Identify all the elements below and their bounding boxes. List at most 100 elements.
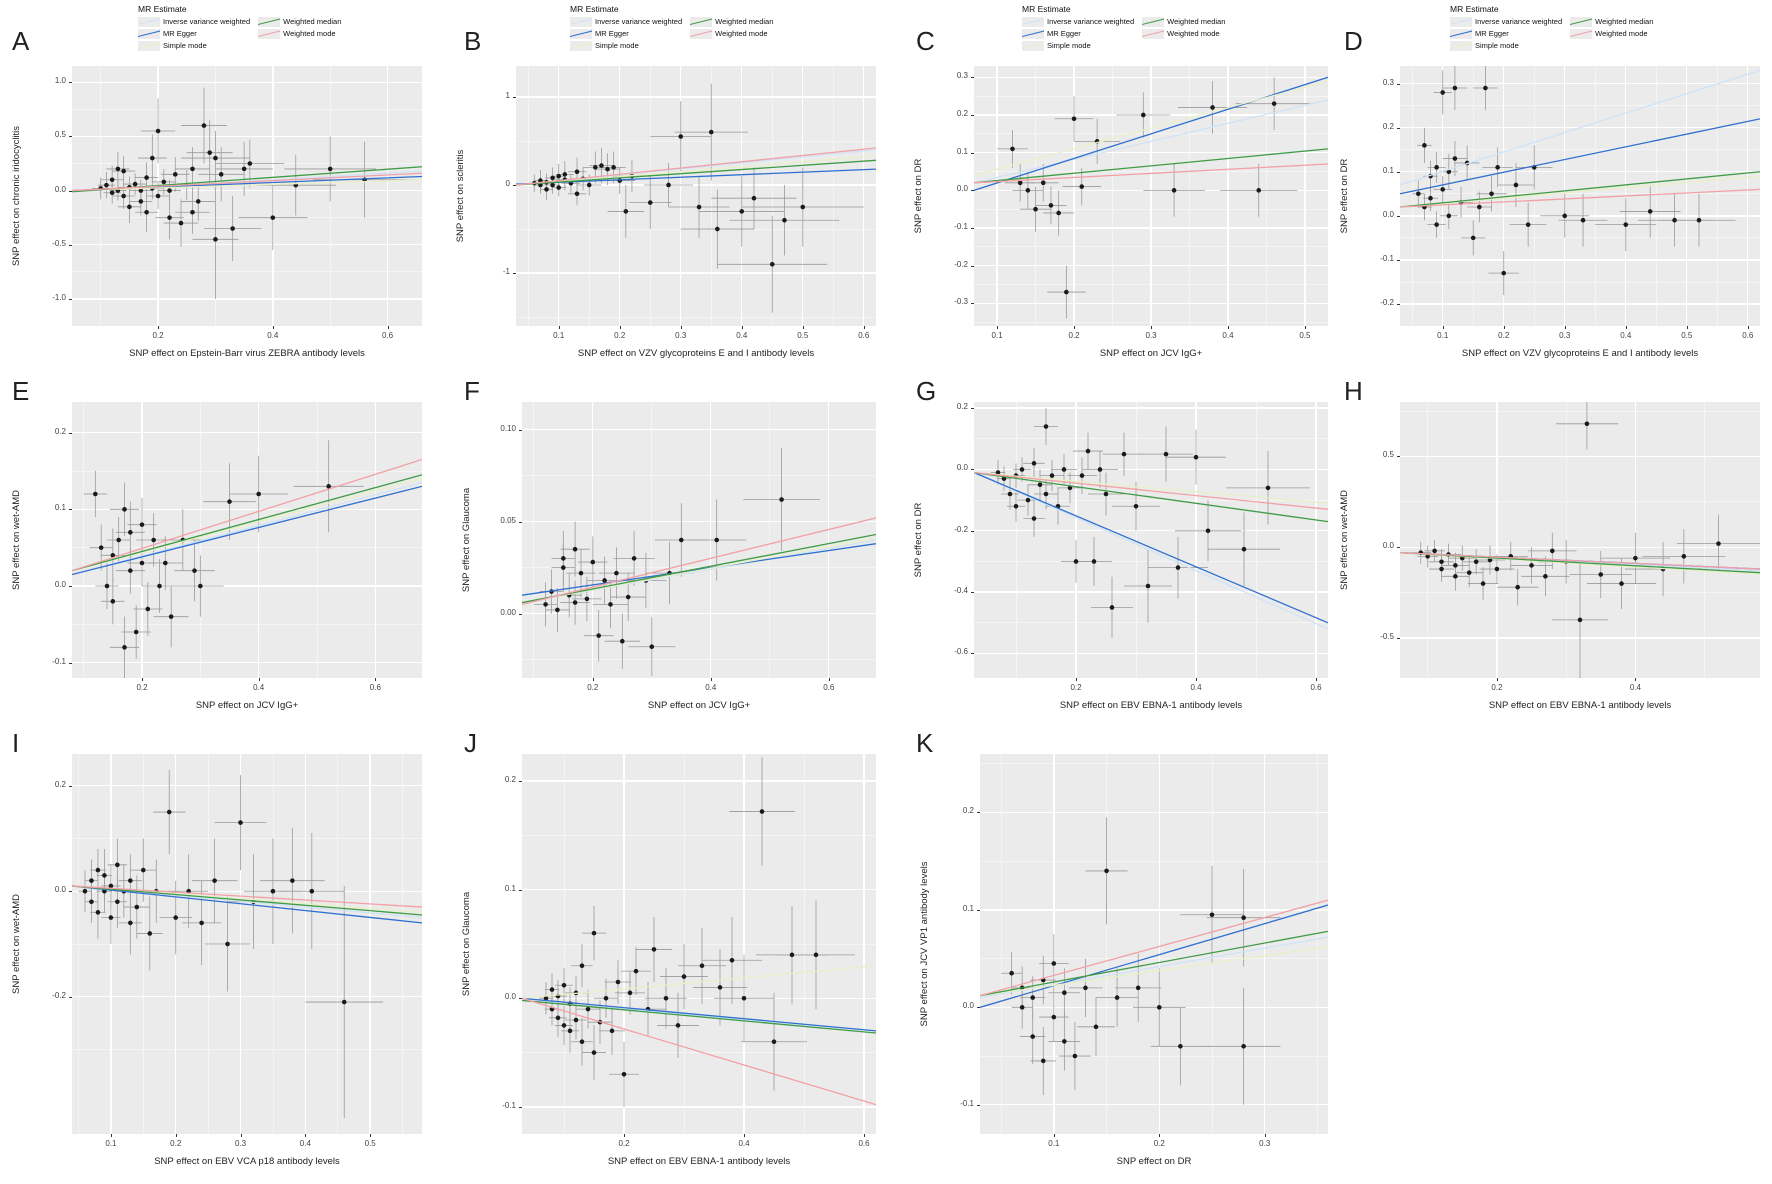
- x-tick-label: 0.5: [797, 331, 809, 340]
- x-tick-label: 0.4: [299, 1139, 311, 1148]
- legend-item-simple-mode[interactable]: Simple mode: [570, 40, 682, 51]
- y-tick-label: -1: [502, 267, 510, 277]
- legend-item-simple-mode[interactable]: Simple mode: [1022, 40, 1134, 51]
- y-tickmark: [69, 136, 72, 138]
- legend-item-inverse-variance-weighted[interactable]: Inverse variance weighted: [1450, 16, 1562, 27]
- legend-item-inverse-variance-weighted[interactable]: Inverse variance weighted: [138, 16, 250, 27]
- y-tickmark: [971, 592, 974, 594]
- v-gridline: [623, 754, 625, 1134]
- x-tick-label: 0.4: [1222, 331, 1234, 340]
- legend-item-weighted-median[interactable]: Weighted median: [258, 16, 341, 27]
- legend-item-weighted-mode[interactable]: Weighted mode: [1570, 28, 1653, 39]
- legend-item-weighted-median[interactable]: Weighted median: [1142, 16, 1225, 27]
- mr-estimate-legend: MR Estimate Inverse variance weighted MR E…: [138, 4, 341, 51]
- legend-item-weighted-mode[interactable]: Weighted mode: [1142, 28, 1225, 39]
- legend-swatch-icon: [570, 40, 592, 51]
- v-gridline: [803, 754, 805, 1134]
- v-gridline: [402, 754, 403, 1134]
- line-weighted-median: [522, 999, 876, 1034]
- h-gridline: [974, 438, 1328, 440]
- v-gridline: [1264, 754, 1266, 1134]
- x-tick-label: 0.1: [1437, 331, 1449, 340]
- y-tickmark: [69, 298, 72, 300]
- v-gridline: [83, 402, 85, 678]
- legend-item-simple-mode[interactable]: Simple mode: [138, 40, 250, 51]
- x-tick-label: 0.4: [705, 683, 717, 692]
- x-tickmark: [1264, 1134, 1266, 1137]
- h-gridline: [980, 860, 1328, 862]
- y-tick-label: 0.0: [956, 184, 968, 194]
- v-gridline: [142, 754, 144, 1134]
- v-gridline: [1158, 754, 1160, 1134]
- panel-g: G 0.2 0.4 0.6 -0.6 -0.4 -0.2 0.0 0.2 SNP effect o…: [912, 376, 1342, 724]
- y-tick-label: 0.0: [504, 992, 516, 1002]
- v-gridline: [1255, 402, 1257, 678]
- h-gridline: [1400, 105, 1760, 107]
- legend-item-mr-egger[interactable]: MR Egger: [570, 28, 682, 39]
- y-tick-label: -0.6: [954, 647, 968, 657]
- y-axis-label: SNP effect on chronic iridocyclitis: [11, 125, 22, 267]
- line-simple-mode: [980, 946, 1328, 997]
- regression-lines: [72, 458, 422, 576]
- x-tick-label: 0.2: [1068, 331, 1080, 340]
- y-tick-label: 0.1: [504, 883, 516, 893]
- v-gridline: [527, 66, 529, 326]
- x-tickmark: [1442, 326, 1444, 329]
- legend-item-label: Weighted median: [283, 17, 342, 26]
- x-tick-label: 0.5: [1299, 331, 1311, 340]
- v-gridline: [743, 754, 745, 1134]
- h-gridline: [522, 475, 876, 476]
- y-tickmark: [1397, 456, 1400, 458]
- x-tick-label: 0.6: [1742, 331, 1754, 340]
- legend-item-label: MR Egger: [595, 29, 629, 38]
- legend-item-inverse-variance-weighted[interactable]: Inverse variance weighted: [570, 16, 682, 27]
- x-tickmark: [1496, 678, 1498, 681]
- data-layer: [516, 83, 876, 313]
- line-mr-egger: [522, 543, 876, 596]
- legend-column-2: Weighted median Weighted mode: [1570, 16, 1653, 51]
- legend-swatch-icon: [570, 28, 592, 39]
- x-tickmark: [741, 326, 743, 329]
- plot-area: [1400, 66, 1760, 326]
- legend-item-simple-mode[interactable]: Simple mode: [1450, 40, 1562, 51]
- y-tickmark: [971, 114, 974, 116]
- legend-item-mr-egger[interactable]: MR Egger: [138, 28, 250, 39]
- v-gridline: [1189, 66, 1190, 326]
- y-tickmark: [69, 244, 72, 246]
- y-tickmark: [1397, 638, 1400, 640]
- legend-item-inverse-variance-weighted[interactable]: Inverse variance weighted: [1022, 16, 1134, 27]
- y-axis-label: SNP effect on wet-AMD: [11, 490, 22, 590]
- x-tickmark: [1053, 1134, 1055, 1137]
- x-tickmark: [624, 1134, 625, 1137]
- legend-item-weighted-mode[interactable]: Weighted mode: [258, 28, 341, 39]
- h-gridline: [516, 96, 876, 98]
- data-points: [995, 424, 1271, 610]
- x-tick-label: 0.1: [553, 331, 565, 340]
- x-tick-label: 0.2: [1498, 331, 1510, 340]
- v-gridline: [533, 402, 535, 678]
- legend-item-weighted-median[interactable]: Weighted median: [1570, 16, 1653, 27]
- v-gridline: [832, 66, 834, 326]
- line-mr-egger: [72, 485, 422, 576]
- legend-item-weighted-median[interactable]: Weighted median: [690, 16, 773, 27]
- h-gridline: [980, 763, 1328, 765]
- x-axis-label: SNP effect on EBV EBNA-1 antibody levels: [607, 1156, 791, 1167]
- line-weighted-median: [974, 471, 1328, 523]
- legend-item-weighted-mode[interactable]: Weighted mode: [690, 28, 773, 39]
- v-gridline: [588, 66, 590, 326]
- x-tickmark: [1196, 678, 1197, 681]
- x-tick-label: 0.6: [382, 331, 394, 340]
- h-gridline: [1400, 82, 1760, 85]
- v-gridline: [1015, 402, 1017, 678]
- x-axis-label: SNP effect on EBV EBNA-1 antibody levels: [1059, 700, 1243, 711]
- legend-item-mr-egger[interactable]: MR Egger: [1022, 28, 1134, 39]
- v-gridline: [1655, 66, 1657, 326]
- v-gridline: [563, 754, 565, 1134]
- legend-item-label: Inverse variance weighted: [1047, 17, 1135, 26]
- x-tickmark: [1316, 678, 1317, 681]
- y-tick-label: -0.1: [1380, 253, 1394, 263]
- legend-item-mr-egger[interactable]: MR Egger: [1450, 28, 1562, 39]
- y-tick-label: -0.5: [52, 238, 66, 248]
- v-gridline: [996, 66, 998, 326]
- legend-item-label: Weighted median: [1167, 17, 1226, 26]
